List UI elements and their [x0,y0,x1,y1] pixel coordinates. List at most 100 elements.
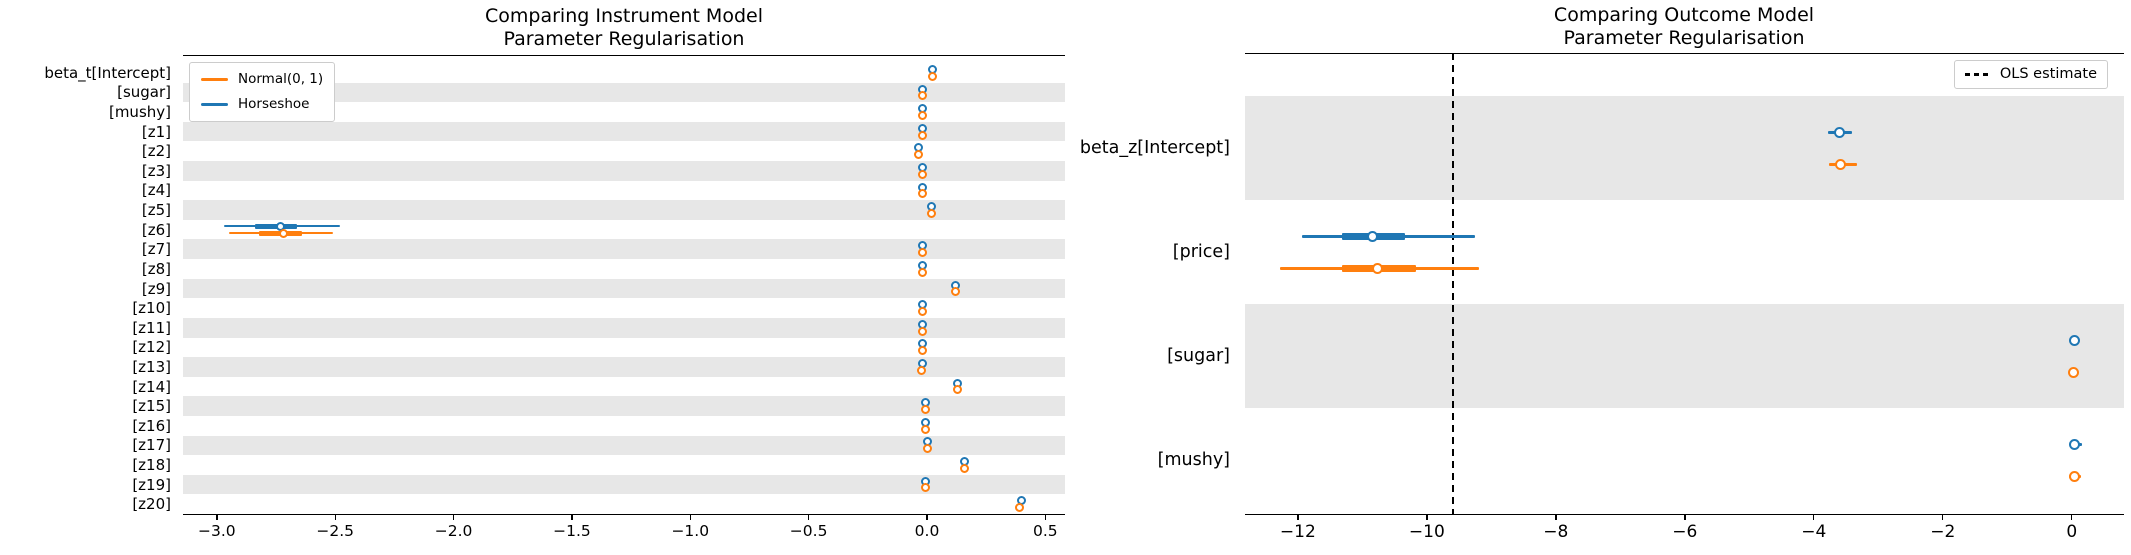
row-label: [z19] [132,475,171,494]
x-tick-label: 0.0 [914,522,940,540]
row-label: [z12] [132,338,171,357]
row-label: [z8] [141,259,171,278]
row-label: [z6] [141,220,171,239]
row-label: [z5] [141,201,171,220]
normal-marker [918,346,928,356]
x-tick-label: −3.0 [198,522,236,540]
row-label: [z2] [141,142,171,161]
title-line-2: Parameter Regularisation [503,28,745,50]
plot-area [1245,53,2124,515]
legend-label: Horseshoe [238,96,310,112]
row-label: [z10] [132,299,171,318]
row-stripe [183,278,1065,299]
normal-marker [918,326,928,336]
horseshoe-legend-swatch [201,103,228,106]
row-stripe [183,239,1065,260]
row-label: [z1] [141,122,171,141]
row-label: beta_z[Intercept] [1079,138,1230,158]
normal-marker [928,71,938,81]
legend: OLS estimate [1953,60,2108,89]
horseshoe-marker [1367,230,1379,242]
x-tick [1555,515,1557,520]
row-stripe [183,396,1065,416]
x-tick-label: −0.5 [789,522,828,540]
row-label: [z14] [132,377,171,396]
horseshoe-marker [2069,334,2081,346]
x-tick [571,515,573,520]
horseshoe-marker [1834,126,1846,138]
x-tick [216,515,218,520]
x-tick [1813,515,1815,520]
x-tick [2071,515,2073,520]
row-label: [z15] [132,397,171,416]
row-label: [z16] [132,416,171,435]
x-tick [334,515,336,520]
normal-marker [918,169,928,179]
title-line-1: Comparing Instrument Model [485,5,763,27]
row-stripe [183,435,1065,456]
normal-marker [918,189,928,199]
x-tick-label: −2.0 [434,522,473,540]
normal-marker [920,483,930,493]
legend-label: Normal(0, 1) [238,71,324,87]
horseshoe-box-bar [254,223,298,229]
normal-marker [2068,366,2080,378]
title-line-1: Comparing Outcome Model [1553,4,1815,26]
x-tick-label: −2 [1930,522,1956,542]
x-tick [1942,515,1944,520]
x-tick-label: 0 [2066,522,2078,542]
normal-marker [918,110,928,120]
x-tick-label: 0.5 [1033,522,1058,540]
normal-marker [920,405,930,415]
row-stripe [1245,96,2124,200]
row-label: [z18] [132,455,171,474]
row-stripe [183,474,1065,495]
normal-marker [918,267,928,277]
title-line-2: Parameter Regularisation [1563,27,1805,49]
normal-marker [914,150,924,160]
row-label: [mushy] [108,103,171,122]
normal-marker [918,91,928,101]
normal-marker [920,424,930,434]
normal-marker [2069,470,2081,482]
row-label: [z11] [132,318,171,337]
x-tick-label: −4 [1801,522,1827,542]
x-tick-label: −8 [1543,522,1569,542]
row-label: [z17] [132,436,171,455]
x-tick-label: −6 [1672,522,1698,542]
normal-marker [1835,158,1847,170]
normal-marker [950,287,960,297]
x-tick [926,515,928,520]
instrument-panel-title: Comparing Instrument Model Parameter Reg… [485,5,763,51]
x-tick [689,515,691,520]
outcome-panel-title: Comparing Outcome Model Parameter Regula… [1554,4,1814,50]
legend-item: Horseshoe [201,95,323,114]
normal-marker [923,444,933,454]
normal-marker [1014,503,1024,513]
ols-estimate-line [1451,53,1454,515]
row-stripe [183,161,1065,181]
x-tick [452,515,455,520]
row-stripe [183,121,1065,142]
normal-marker [926,208,936,218]
horseshoe-marker [2069,438,2081,450]
normal-marker [960,463,970,473]
x-tick [807,515,810,520]
x-tick-label: −2.5 [316,522,355,540]
row-label: [z13] [132,357,171,376]
row-stripe [183,82,1065,103]
x-tick [1044,515,1047,520]
row-label: [z9] [141,279,171,298]
x-tick-label: −1.0 [671,522,710,540]
legend-item: OLS estimate [1964,65,2097,84]
normal-marker [918,130,928,140]
normal-marker [1372,262,1384,274]
x-tick [1297,515,1299,520]
normal-marker [918,307,928,316]
normal-marker [953,385,963,395]
x-tick [1426,515,1428,520]
row-stripe [183,357,1065,377]
ols-estimate-legend-swatch [1964,73,1990,76]
normal-marker [916,365,926,375]
